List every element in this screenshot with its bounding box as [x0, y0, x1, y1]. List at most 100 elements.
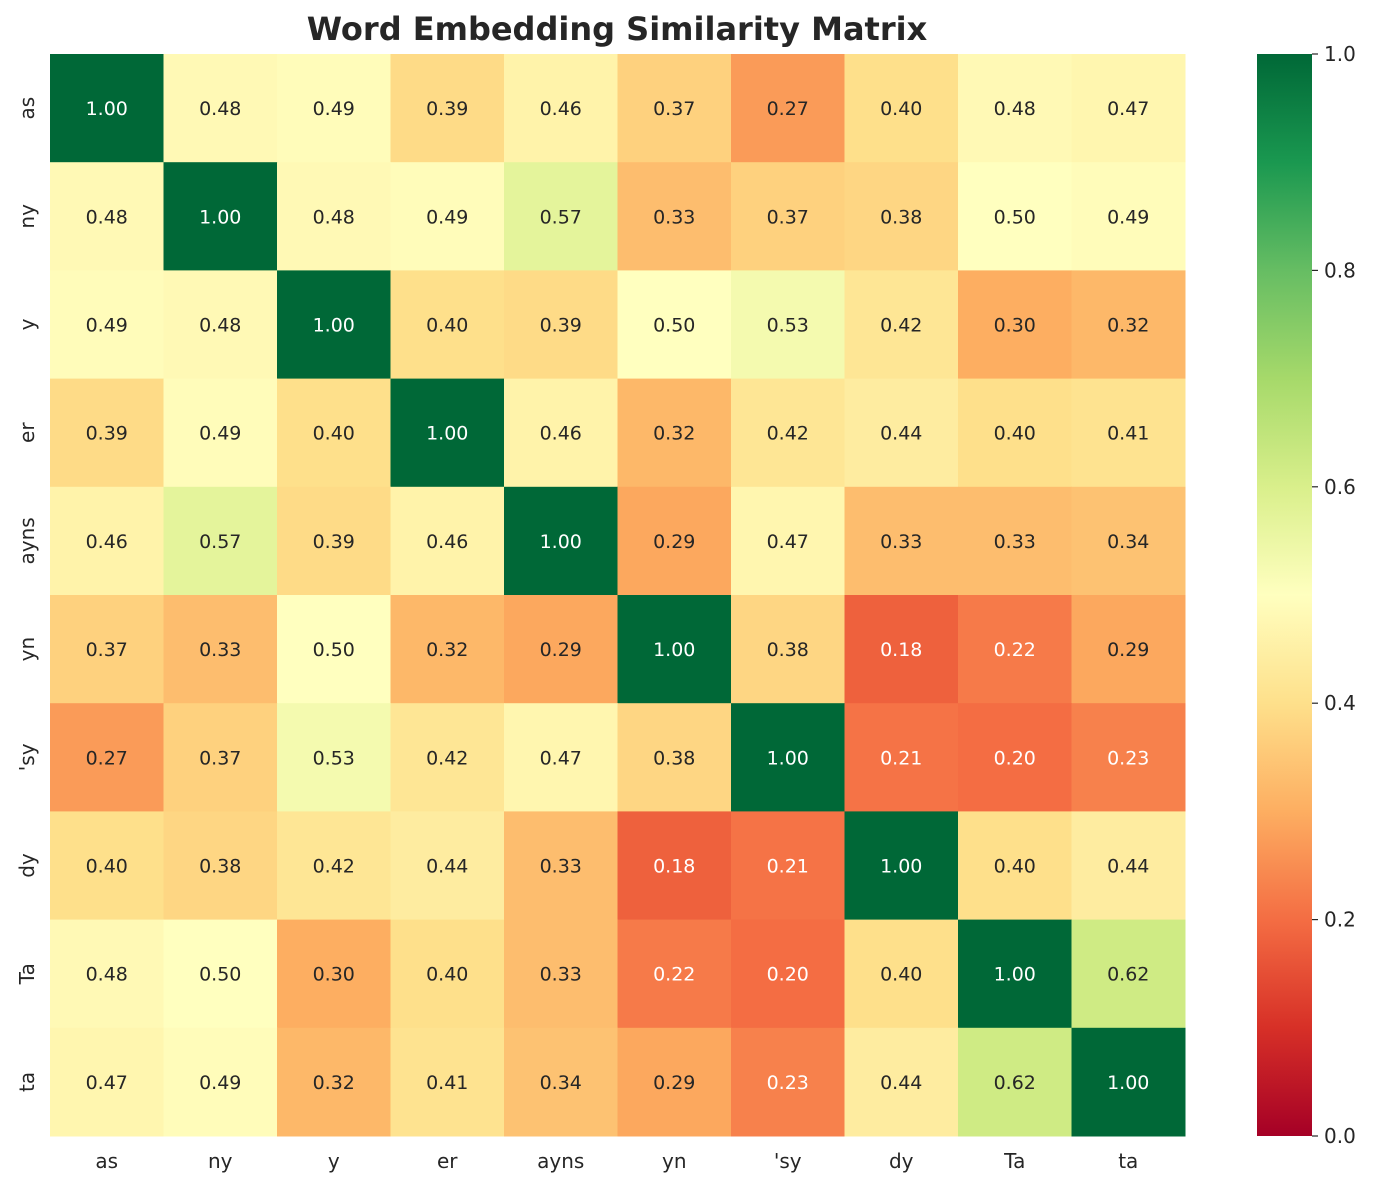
cell-value-label: 0.62: [1107, 964, 1149, 986]
cell-value-label: 0.40: [426, 315, 468, 337]
cell-value-label: 0.46: [86, 531, 128, 553]
cell-value-label: 1.00: [86, 98, 128, 120]
y-tick-label: Ta: [15, 963, 39, 985]
cell-value-label: 0.39: [426, 98, 468, 120]
cell-value-label: 0.42: [426, 747, 468, 769]
heatmap-cell: [731, 486, 845, 596]
heatmap-cell: [844, 811, 959, 921]
cell-value-label: 0.21: [767, 856, 809, 878]
x-tick-label: ta: [1118, 1149, 1138, 1173]
heatmap-cell: [958, 486, 1072, 596]
cell-value-label: 0.37: [767, 206, 809, 228]
cell-value-label: 0.44: [880, 423, 922, 445]
cell-value-label: 0.29: [1107, 639, 1149, 661]
x-tick-label: y: [328, 1149, 340, 1173]
cell-value-label: 0.44: [426, 856, 468, 878]
colorbar-ticks: 0.0 0.2 0.4 0.6 0.8 1.0: [1312, 42, 1356, 1148]
heatmap-cell: [390, 270, 505, 380]
cell-value-label: 0.47: [767, 531, 809, 553]
cell-value-label: 0.32: [313, 1072, 355, 1094]
y-tick-label: 'sy: [15, 743, 39, 771]
heatmap-cell: [163, 1027, 278, 1137]
x-tick-label: as: [95, 1149, 118, 1173]
cell-value-label: 1.00: [880, 856, 922, 878]
cell-value-label: 1.00: [994, 964, 1036, 986]
heatmap-cell: [504, 486, 618, 596]
heatmap-cell: [50, 162, 164, 271]
heatmap-cell: [844, 486, 959, 596]
heatmap-cell: [277, 919, 391, 1029]
colorbar-tick-label: 1.0: [1324, 42, 1356, 66]
cell-value-label: 0.29: [540, 639, 582, 661]
cell-value-label: 0.44: [880, 1072, 922, 1094]
heatmap-cell: [1071, 1027, 1186, 1137]
y-axis-ticks: as ny y er ayns yn 'sy dy Ta ta: [15, 97, 39, 1092]
cell-value-label: 0.18: [880, 639, 922, 661]
heatmap-cell: [163, 811, 278, 921]
cell-value-label: 0.37: [653, 98, 695, 120]
colorbar-tick-label: 0.8: [1324, 258, 1356, 282]
heatmap-cell: [50, 270, 164, 380]
cell-value-label: 0.22: [994, 639, 1036, 661]
cell-value-label: 0.38: [880, 206, 922, 228]
cell-value-label: 0.22: [653, 964, 695, 986]
heatmap-cell: [731, 703, 845, 812]
heatmap-cell: [844, 1027, 959, 1137]
heatmap-cell: [731, 919, 845, 1029]
heatmap-cell: [50, 486, 164, 596]
cell-value-label: 0.57: [540, 206, 582, 228]
cell-value-label: 0.23: [1107, 747, 1149, 769]
heatmap-cell: [844, 54, 959, 163]
cell-value-label: 0.27: [86, 747, 128, 769]
heatmap-cell: [1071, 811, 1186, 921]
cell-value-label: 0.23: [767, 1072, 809, 1094]
cell-value-label: 0.49: [199, 423, 241, 445]
cell-value-label: 0.48: [86, 964, 128, 986]
cell-value-label: 0.50: [653, 315, 695, 337]
cell-value-label: 0.33: [880, 531, 922, 553]
heatmap-cell: [617, 54, 732, 163]
heatmap-cell: [390, 811, 505, 921]
heatmap-cell: [50, 1027, 164, 1137]
cell-value-label: 0.62: [994, 1072, 1036, 1094]
cell-value-label: 0.50: [313, 639, 355, 661]
cell-value-label: 0.41: [1107, 423, 1149, 445]
heatmap-cell: [277, 270, 391, 380]
heatmap-cell: [958, 378, 1072, 488]
cell-value-label: 0.49: [313, 98, 355, 120]
heatmap-cell: [163, 378, 278, 488]
heatmap-cell: [163, 54, 278, 163]
heatmap-cell: [504, 1027, 618, 1137]
cell-value-label: 0.20: [994, 747, 1036, 769]
heatmap-cell: [1071, 378, 1186, 488]
cell-value-label: 0.50: [994, 206, 1036, 228]
cell-value-label: 0.32: [1107, 315, 1149, 337]
heatmap-cell: [958, 1027, 1072, 1137]
heatmap-cell: [50, 595, 164, 704]
cell-value-label: 1.00: [767, 747, 809, 769]
cell-value-label: 0.53: [767, 315, 809, 337]
cell-value-label: 0.42: [767, 423, 809, 445]
heatmap-cell: [731, 54, 845, 163]
heatmap-cell: [390, 703, 505, 812]
heatmap-cell: [504, 54, 618, 163]
heatmap-cell: [844, 595, 959, 704]
cell-value-label: 0.47: [86, 1072, 128, 1094]
cell-value-label: 0.41: [426, 1072, 468, 1094]
cell-value-label: 0.40: [994, 423, 1036, 445]
heatmap-cell: [504, 378, 618, 488]
cell-value-label: 0.47: [1107, 98, 1149, 120]
heatmap-cell: [390, 919, 505, 1029]
heatmap-cell: [617, 595, 732, 704]
heatmap-cell: [958, 270, 1072, 380]
heatmap-cell: [958, 162, 1072, 271]
heatmap-cell: [390, 378, 505, 488]
x-tick-label: er: [437, 1149, 458, 1173]
cell-value-label: 0.33: [994, 531, 1036, 553]
cell-value-label: 0.48: [994, 98, 1036, 120]
heatmap-cell: [277, 811, 391, 921]
cell-value-label: 0.47: [540, 747, 582, 769]
heatmap-cell: [844, 162, 959, 271]
cell-value-label: 0.32: [426, 639, 468, 661]
cell-value-label: 0.49: [1107, 206, 1149, 228]
